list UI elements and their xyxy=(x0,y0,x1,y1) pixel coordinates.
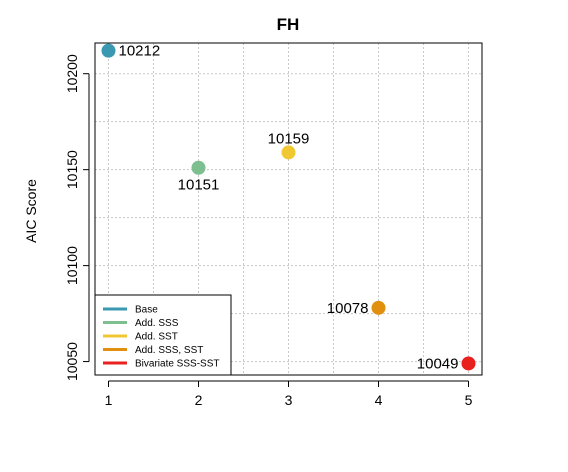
data-point xyxy=(101,43,116,58)
legend-label: Base xyxy=(135,305,158,316)
data-label: 10212 xyxy=(119,43,161,60)
x-tick-label: 5 xyxy=(465,392,473,408)
y-tick-label: 10150 xyxy=(64,150,80,189)
legend-label: Add. SSS xyxy=(135,318,179,329)
legend: Base Add. SSS Add. SST Add. SSS, SST Bivaria… xyxy=(94,294,232,376)
axes: 1 2 3 4 5 10050 10100 10150 10200 xyxy=(64,54,473,408)
y-tick-label: 10200 xyxy=(64,54,80,93)
data-points: 10212 10151 10159 10078 10049 xyxy=(101,43,476,372)
data-label: 10078 xyxy=(327,300,369,317)
chart-title: FH xyxy=(277,15,300,34)
legend-label: Add. SSS, SST xyxy=(135,345,203,356)
y-tick-label: 10050 xyxy=(64,342,80,381)
data-label: 10159 xyxy=(268,130,310,147)
y-tick-label: 10100 xyxy=(64,246,80,285)
x-tick-label: 1 xyxy=(105,392,113,408)
x-tick-label: 2 xyxy=(195,392,203,408)
x-tick-label: 4 xyxy=(375,392,383,408)
x-tick-label: 3 xyxy=(285,392,293,408)
y-axis-label: AIC Score xyxy=(23,179,39,243)
data-label: 10049 xyxy=(417,355,459,372)
plot-frame xyxy=(94,42,483,376)
legend-label: Add. SST xyxy=(135,332,178,343)
data-label: 10151 xyxy=(178,177,220,194)
data-point xyxy=(461,356,476,371)
legend-label: Bivariate SSS-SST xyxy=(135,359,219,370)
data-point xyxy=(191,160,206,175)
data-point xyxy=(281,145,296,160)
data-point xyxy=(371,300,386,315)
